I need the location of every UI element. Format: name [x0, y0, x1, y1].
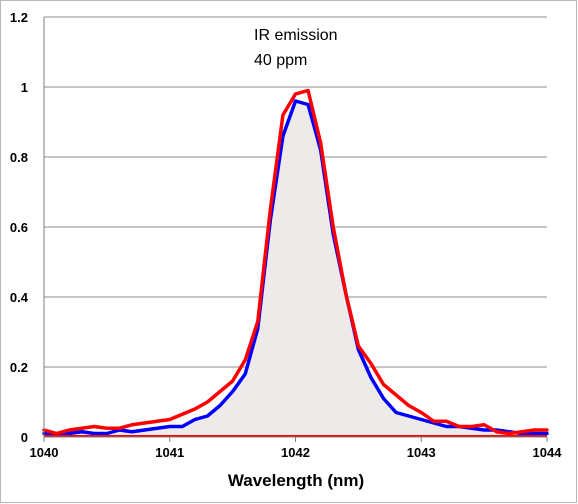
tick-layer: 0 0.2 0.4 0.6 0.8 1 1.2 1040 1041 1042 1043 1044: [10, 10, 562, 460]
x-tick-label-2: 1042: [281, 445, 310, 460]
y-tick-label-2: 0.4: [10, 290, 29, 305]
annotation-concentration: 40 ppm: [254, 52, 307, 69]
shaded-area: [44, 101, 547, 437]
y-tick-label-5: 1: [21, 80, 28, 95]
area-layer: [44, 101, 547, 437]
x-tick-label-1: 1041: [155, 445, 184, 460]
y-tick-label-4: 0.8: [10, 150, 28, 165]
grid-layer: [44, 16, 547, 368]
y-tick-label-3: 0.6: [10, 220, 28, 235]
y-tick-label-6: 1.2: [10, 10, 28, 25]
x-tick-label-4: 1044: [533, 445, 563, 460]
annotation-title: IR emission: [254, 27, 338, 44]
x-axis-label: Wavelength (nm): [228, 471, 364, 490]
x-tick-label-3: 1043: [407, 445, 436, 460]
series-layer: [42, 88, 549, 437]
x-tick-label-0: 1040: [30, 445, 59, 460]
y-tick-label-0: 0: [21, 430, 28, 445]
series-line-1: [42, 88, 549, 436]
y-tick-label-1: 0.2: [10, 360, 28, 375]
axis-layer: [43, 17, 548, 442]
